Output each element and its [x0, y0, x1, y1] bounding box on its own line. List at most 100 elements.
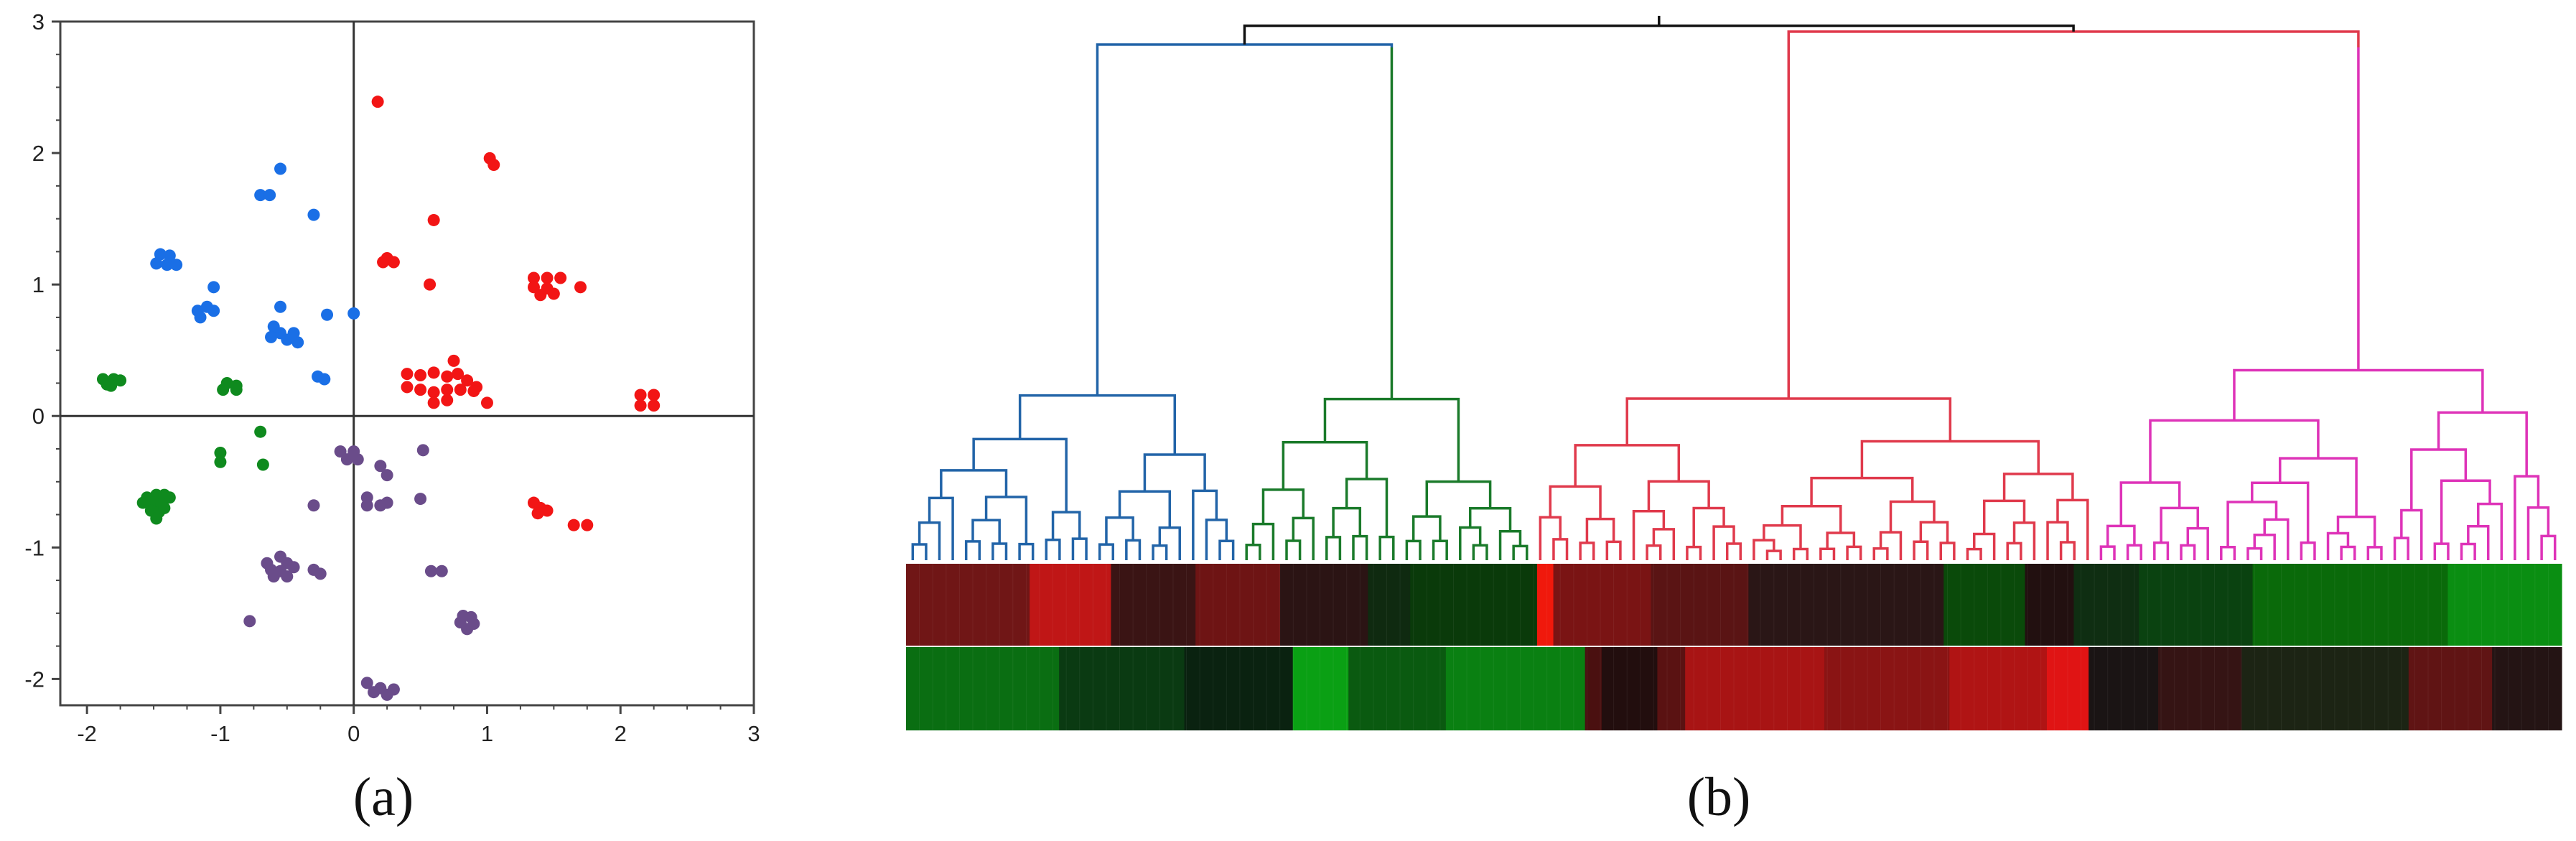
dendrogram-branch [2440, 479, 2491, 544]
dendrogram-branch [2059, 541, 2076, 560]
dendrogram-branch [1879, 531, 1903, 560]
scatter-panel: -2 -1 0 1 2 3 -2 -1 0 1 2 3 [24, 9, 760, 746]
dendrogram-root-branch [1243, 24, 2075, 45]
y-tick-label: 3 [32, 9, 45, 34]
dendrogram-branch [2099, 545, 2116, 560]
scatter-point [634, 399, 647, 412]
dendrogram-branch [984, 496, 1028, 544]
scatter-point [281, 570, 294, 583]
scatter-point [414, 368, 427, 381]
scatter-point [154, 248, 167, 261]
dendrogram-branch [1411, 515, 1442, 542]
scatter-point [648, 399, 661, 412]
dendrogram-branch [2153, 541, 2170, 560]
dendrogram-branch [1158, 526, 1181, 560]
scatter-point [274, 300, 287, 313]
dendrogram-branch [1292, 516, 1315, 560]
scatter-point [435, 564, 448, 577]
dendrogram-branch [2233, 368, 2484, 421]
heatmap-cell [2089, 647, 2159, 730]
scatter-point [318, 373, 331, 386]
scatter-point [534, 289, 547, 302]
scatter-point [424, 564, 437, 577]
dendrogram-branch [2326, 531, 2350, 560]
scatter-point [274, 162, 287, 175]
dendrogram-branch [918, 521, 941, 560]
dendrogram-branch [1632, 509, 1666, 560]
dendrogram-branch [2540, 534, 2557, 560]
scatter-point [150, 257, 163, 270]
dendrogram-branch [2180, 544, 2196, 560]
dendrogram-branch [1826, 531, 1856, 549]
dendrogram-branch [2340, 545, 2356, 560]
scatter-point [527, 271, 540, 284]
dendrogram-branch [1245, 543, 1261, 560]
heatmap-cell [2158, 647, 2242, 730]
dendrogram-branch [1982, 499, 2026, 534]
scatter-point [374, 460, 387, 473]
dendrogram-branch [1251, 522, 1275, 560]
dendrogram-branch [1459, 526, 1482, 560]
dendrogram-branch [1753, 539, 1775, 560]
scatter-point [424, 278, 437, 291]
scatter-point [441, 370, 454, 383]
dendrogram-branch [2437, 411, 2528, 477]
dendrogram-branch [1325, 536, 1342, 560]
x-tick-label: 2 [615, 721, 627, 746]
dendrogram-branch [2149, 419, 2320, 483]
scatter-point [136, 496, 149, 509]
dendrogram-branch [1605, 540, 1622, 560]
scatter-point [158, 501, 171, 514]
dendrogram-branch [2126, 544, 2142, 560]
x-tick-label: -1 [210, 721, 230, 746]
heatmap-cell [1536, 564, 1554, 646]
scatter-point [461, 623, 474, 636]
scatter-point [447, 354, 460, 367]
dendrogram-branch [2012, 521, 2036, 560]
dendrogram-branch [2366, 546, 2383, 560]
heatmap-cell [1030, 564, 1112, 646]
dendrogram-branch [1045, 538, 1061, 560]
scatter-point [574, 281, 587, 294]
dendrogram-branch [1018, 542, 1035, 560]
scatter-point [554, 271, 567, 284]
dendrogram-branch [1352, 534, 1368, 560]
y-tick-label: -1 [24, 535, 45, 560]
scatter-point [377, 256, 390, 269]
dendrogram-branch [1332, 506, 1362, 537]
heatmap-cell [1445, 647, 1586, 730]
dendrogram-branch [1125, 539, 1142, 560]
dendrogram-branch [2460, 542, 2476, 560]
heatmap-cell [1949, 647, 2048, 730]
dendrogram-branch [1432, 539, 1448, 560]
dendrogram-branch [1143, 453, 1206, 492]
heatmap-cell [2241, 647, 2409, 730]
dendrogram-branch [1378, 535, 1395, 560]
y-tick-label: 1 [32, 272, 45, 297]
scatter-point [207, 281, 220, 294]
dendrogram-branch [1579, 542, 1595, 560]
dendrogram-branch [2477, 502, 2503, 560]
scatter-point [414, 384, 427, 396]
scatter-point [541, 504, 554, 517]
heatmap-cell [1824, 647, 1950, 730]
scatter-point [387, 683, 400, 696]
heatmap-cell [1059, 647, 1185, 730]
dendrogram-branch [1889, 500, 1936, 533]
dendrogram-branch [2400, 508, 2423, 560]
heatmap-cell [1585, 647, 1602, 730]
heatmap-cell [1601, 647, 1658, 730]
scatter-point [581, 519, 594, 531]
dendrogram-branch [2410, 448, 2468, 511]
scatter-axes: -2 -1 0 1 2 3 -2 -1 0 1 2 3 [24, 9, 760, 746]
dendrogram-branch [2263, 518, 2290, 560]
dendrogram-branch [2220, 545, 2236, 560]
dendrogram-branch [1792, 547, 1809, 560]
dendrogram-branch [1625, 397, 1952, 445]
dendrogram-cluster [2099, 47, 2557, 560]
heatmap-cell [1748, 564, 1944, 646]
dendrogram-branch [1939, 542, 1956, 560]
dendrogram-branch [2300, 541, 2316, 560]
dendrogram-branch [1972, 532, 1996, 560]
